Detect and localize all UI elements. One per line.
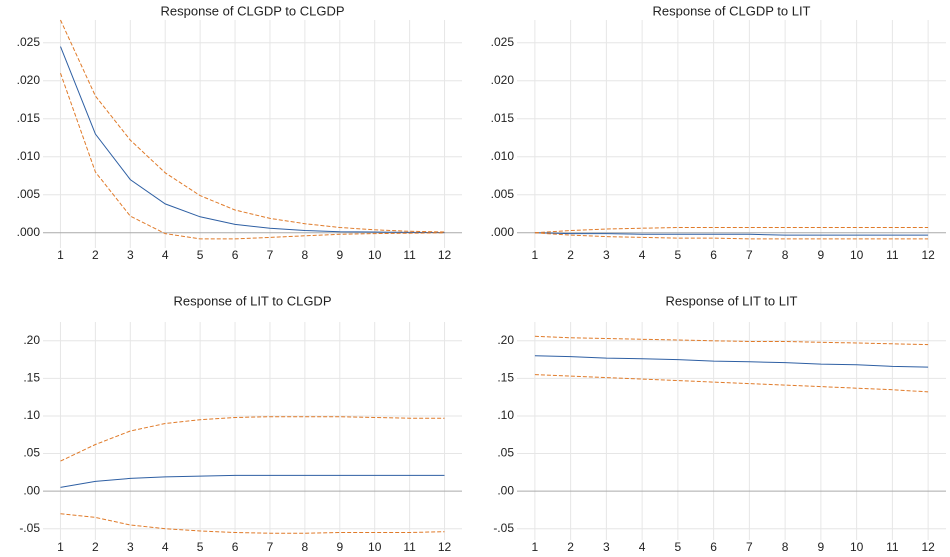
confidence-band-line: [534, 232, 929, 240]
x-tick-label: 7: [267, 540, 274, 554]
y-tick-label: .20: [497, 333, 514, 347]
x-tick-label: 11: [403, 540, 416, 554]
x-tick-label: 8: [302, 248, 309, 262]
x-tick-label: 10: [368, 540, 382, 554]
x-tick-label: 12: [438, 248, 452, 262]
chart-title: Response of LIT to LIT: [666, 293, 798, 308]
x-tick-label: 1: [57, 540, 64, 554]
y-tick-label: -.05: [19, 521, 40, 535]
x-tick-label: 6: [710, 540, 717, 554]
x-tick-label: 3: [127, 248, 134, 262]
x-tick-label: 12: [921, 540, 935, 554]
x-tick-label: 9: [818, 540, 825, 554]
response-line: [60, 474, 445, 488]
x-tick-label: 2: [567, 248, 574, 262]
y-tick-label: .015: [17, 111, 41, 125]
x-tick-label: 4: [639, 540, 646, 554]
y-tick-label: -.05: [493, 521, 514, 535]
chart-title: Response of CLGDP to LIT: [652, 3, 810, 18]
y-tick-label: .000: [17, 225, 41, 239]
x-tick-label: 2: [567, 540, 574, 554]
y-tick-label: .15: [497, 371, 514, 385]
y-tick-label: .00: [23, 483, 40, 497]
x-tick-label: 10: [850, 540, 864, 554]
x-tick-label: 8: [302, 540, 309, 554]
x-tick-label: 2: [92, 540, 99, 554]
response-line: [60, 46, 445, 234]
y-tick-label: .015: [491, 111, 515, 125]
y-tick-label: .00: [497, 483, 514, 497]
x-tick-label: 5: [675, 248, 682, 262]
confidence-band-line: [60, 513, 445, 534]
confidence-band-line: [60, 416, 445, 462]
x-tick-label: 5: [197, 540, 204, 554]
x-tick-label: 3: [127, 540, 134, 554]
x-tick-label: 9: [336, 540, 343, 554]
confidence-band-line: [534, 374, 929, 393]
y-tick-label: .10: [497, 408, 514, 422]
x-tick-label: 8: [782, 248, 789, 262]
x-tick-label: 3: [603, 248, 610, 262]
y-tick-label: .010: [17, 149, 41, 163]
y-tick-label: .05: [23, 446, 40, 460]
y-tick-label: .025: [491, 35, 515, 49]
response-line: [534, 232, 929, 236]
x-tick-label: 9: [818, 248, 825, 262]
confidence-band-line: [60, 73, 445, 240]
y-tick-label: .15: [23, 371, 40, 385]
x-tick-label: 1: [57, 248, 64, 262]
x-tick-label: 7: [746, 248, 753, 262]
x-tick-label: 11: [886, 248, 899, 262]
x-tick-label: 5: [675, 540, 682, 554]
confidence-band-line: [534, 335, 929, 346]
x-tick-label: 6: [232, 540, 239, 554]
y-tick-label: .20: [23, 333, 40, 347]
y-tick-label: .025: [17, 35, 41, 49]
x-tick-label: 9: [336, 248, 343, 262]
x-tick-label: 1: [532, 248, 539, 262]
x-tick-label: 10: [368, 248, 382, 262]
response-line: [534, 355, 929, 368]
x-tick-label: 6: [232, 248, 239, 262]
y-tick-label: .020: [491, 73, 515, 87]
y-tick-label: .020: [17, 73, 41, 87]
x-tick-label: 5: [197, 248, 204, 262]
confidence-band-line: [534, 227, 929, 234]
x-tick-label: 1: [532, 540, 539, 554]
confidence-band-line: [60, 19, 445, 233]
x-tick-label: 8: [782, 540, 789, 554]
x-tick-label: 2: [92, 248, 99, 262]
x-tick-label: 3: [603, 540, 610, 554]
x-tick-label: 4: [162, 540, 169, 554]
y-tick-label: .000: [491, 225, 515, 239]
chart-title: Response of CLGDP to CLGDP: [160, 3, 344, 18]
x-tick-label: 10: [850, 248, 864, 262]
y-tick-label: .010: [491, 149, 515, 163]
x-tick-label: 11: [886, 540, 899, 554]
x-tick-label: 4: [639, 248, 646, 262]
x-tick-label: 7: [746, 540, 753, 554]
x-tick-label: 7: [267, 248, 274, 262]
y-tick-label: .05: [497, 446, 514, 460]
x-tick-label: 4: [162, 248, 169, 262]
x-tick-label: 11: [403, 248, 416, 262]
x-tick-label: 6: [710, 248, 717, 262]
x-tick-label: 12: [438, 540, 452, 554]
y-tick-label: .005: [491, 187, 515, 201]
x-tick-label: 12: [921, 248, 935, 262]
y-tick-label: .005: [17, 187, 41, 201]
chart-title: Response of LIT to CLGDP: [173, 293, 331, 308]
y-tick-label: .10: [23, 408, 40, 422]
